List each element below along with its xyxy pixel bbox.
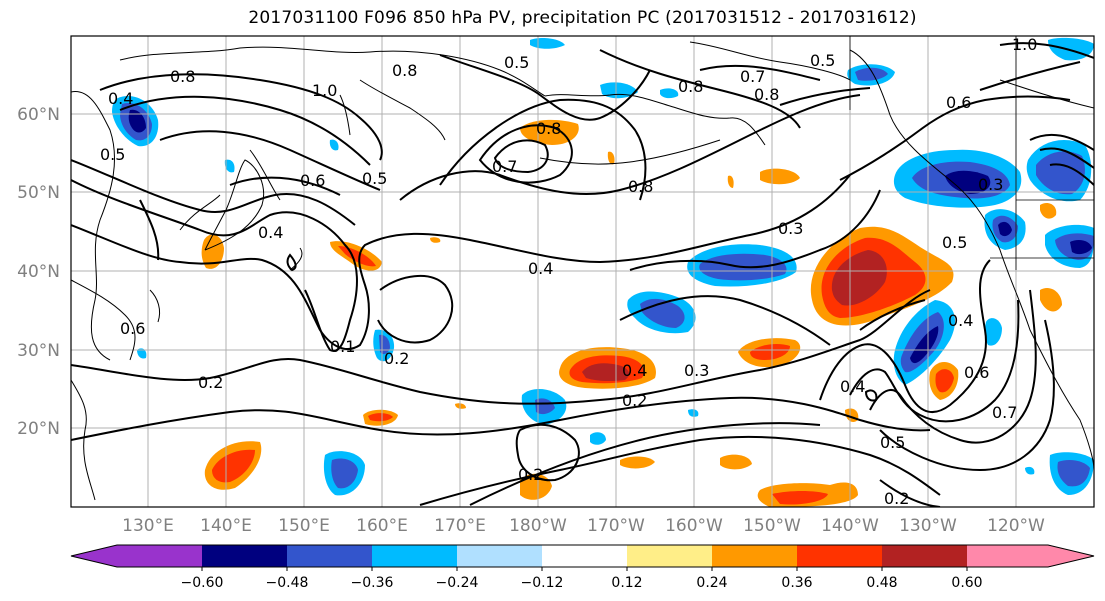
colorbar-segment: [202, 545, 287, 567]
contour-label: 0.8: [628, 177, 653, 196]
contour-label: 1.0: [312, 81, 337, 100]
contour-label: 0.3: [978, 175, 1003, 194]
map-frame: [70, 35, 1095, 508]
contour-label: 0.6: [300, 171, 325, 190]
colorbar-segment: [457, 545, 542, 567]
colorbar-segment: [542, 545, 627, 567]
pv-contours: [71, 42, 1094, 507]
colorbar-segment: [372, 545, 457, 567]
lat-label: 60°N: [17, 105, 60, 125]
contour-label: 0.5: [100, 145, 125, 164]
colorbar-segment: [627, 545, 712, 567]
colorbar-tick-label: −0.36: [351, 575, 394, 591]
colorbar-tick-label: 0.36: [781, 575, 812, 591]
contour-label: 0.7: [992, 403, 1017, 422]
graticule: [71, 36, 1094, 507]
contour-label: 0.5: [810, 51, 835, 70]
figure-title: 2017031100 F096 850 hPa PV, precipitatio…: [248, 8, 917, 28]
contour-label: 0.4: [258, 223, 283, 242]
colorbar-outline: [70, 544, 1095, 568]
colorbar-tick-label: −0.48: [266, 575, 309, 591]
lon-label: 170°E: [434, 516, 486, 536]
contour-label: 0.6: [964, 363, 989, 382]
lon-label: 130°E: [122, 516, 174, 536]
contour-label: 0.2: [884, 489, 909, 508]
contour-label: 0.2: [198, 373, 223, 392]
contour-label: 0.3: [778, 219, 803, 238]
lat-label: 40°N: [17, 262, 60, 282]
latitude-labels: 60°N 50°N 40°N 30°N 20°N: [17, 105, 60, 439]
contour-label: 0.4: [948, 311, 973, 330]
lon-label: 160°E: [356, 516, 408, 536]
contour-labels: 0.8 1.0 0.8 0.4 0.5 0.8 0.7 0.6 0.5 0.4 …: [100, 35, 1037, 508]
contour-label: 0.2: [622, 391, 647, 410]
lon-label: 180°W: [509, 516, 567, 536]
contour-label: 0.5: [362, 169, 387, 188]
contour-label: 0.7: [492, 157, 517, 176]
colorbar-extend-high: [1048, 545, 1094, 567]
contour-label: 0.8: [536, 119, 561, 138]
contour-label: 0.6: [946, 93, 971, 112]
colorbar-segment: [287, 545, 372, 567]
colorbar-segment: [882, 545, 967, 567]
colorbar-tick-label: 0.60: [951, 575, 982, 591]
contour-label: 1.0: [1012, 35, 1037, 54]
contour-label: 0.7: [740, 67, 765, 86]
colorbar-tick-label: 0.12: [611, 575, 642, 591]
contour-label: 0.8: [392, 61, 417, 80]
colorbar-segment: [797, 545, 882, 567]
colorbar-segment: [117, 545, 202, 567]
colorbar-segment: [712, 545, 797, 567]
lon-label: 150°W: [743, 516, 801, 536]
colorbar-tick-label: −0.24: [436, 575, 479, 591]
lon-label: 140°E: [200, 516, 252, 536]
contour-label: 0.5: [880, 433, 905, 452]
contour-label: 0.4: [840, 377, 865, 396]
contour-label: 0.6: [120, 319, 145, 338]
lon-label: 160°W: [665, 516, 723, 536]
colorbar-tick-label: −0.60: [181, 575, 224, 591]
contour-label: 0.4: [108, 89, 133, 108]
lon-label: 170°W: [587, 516, 645, 536]
coastlines: [71, 36, 1094, 501]
lon-label: 140°W: [821, 516, 879, 536]
contour-label: 0.8: [678, 77, 703, 96]
colorbar-tick-label: 0.24: [696, 575, 727, 591]
contour-label: 0.8: [754, 85, 779, 104]
contour-label: 0.8: [170, 67, 195, 86]
lat-label: 50°N: [17, 183, 60, 203]
contour-label: 0.1: [330, 337, 355, 356]
contour-label: 0.5: [504, 53, 529, 72]
contour-label: 0.4: [528, 259, 553, 278]
colorbar-extend-low: [71, 545, 117, 567]
lat-label: 20°N: [17, 419, 60, 439]
contour-label: 0.2: [384, 349, 409, 368]
precip-shading: [112, 37, 1094, 507]
colorbar-tick-label: −0.12: [521, 575, 564, 591]
lon-label: 130°W: [899, 516, 957, 536]
colorbar-tick-label: 0.48: [866, 575, 897, 591]
contour-label: 0.5: [942, 233, 967, 252]
contour-label: 0.3: [684, 361, 709, 380]
colorbar-segment: [967, 545, 1048, 567]
lon-label: 150°E: [278, 516, 330, 536]
contour-label: 0.2: [518, 465, 543, 484]
lat-label: 30°N: [17, 341, 60, 361]
longitude-labels: 130°E 140°E 150°E 160°E 170°E 180°W 170°…: [122, 516, 1045, 536]
contour-label: 0.4: [622, 361, 647, 380]
lon-label: 120°W: [987, 516, 1045, 536]
colorbar: −0.60 −0.48 −0.36 −0.24 −0.12 0.12 0.24 …: [70, 544, 1095, 591]
